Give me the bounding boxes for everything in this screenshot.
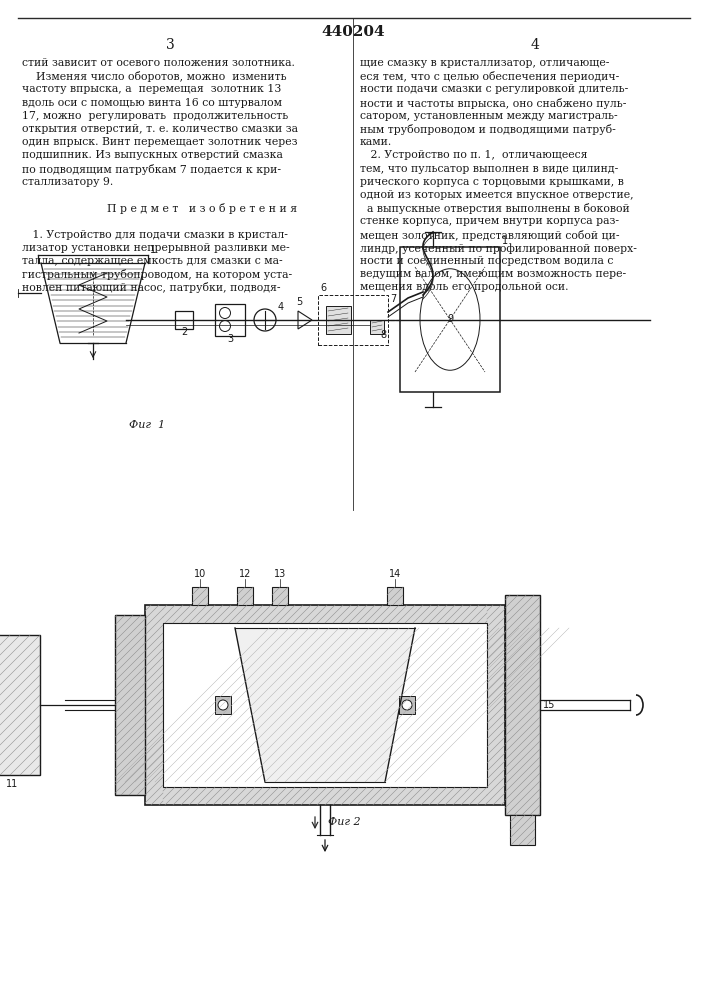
Text: П р е д м е т   и з о б р е т е н и я: П р е д м е т и з о б р е т е н и я	[72, 203, 298, 214]
Text: ности и частоты впрыска, оно снабжено пуль-: ности и частоты впрыска, оно снабжено пу…	[360, 98, 626, 109]
Text: открытия отверстий, т. е. количество смазки за: открытия отверстий, т. е. количество сма…	[22, 124, 298, 134]
Text: Изменяя число оборотов, можно  изменить: Изменяя число оборотов, можно изменить	[22, 71, 286, 82]
Text: а выпускные отверстия выполнены в боковой: а выпускные отверстия выполнены в боково…	[360, 203, 630, 214]
Bar	[215, 304, 245, 336]
Text: 8: 8	[380, 330, 386, 340]
Text: 15: 15	[543, 700, 556, 710]
Text: 7: 7	[390, 294, 396, 304]
Text: линдр, усеченный по профилированной поверх-: линдр, усеченный по профилированной пове…	[360, 243, 637, 254]
Text: мещен золотник, представляющий собой ци-: мещен золотник, представляющий собой ци-	[360, 230, 619, 241]
Text: 2: 2	[181, 327, 187, 337]
Text: 4: 4	[278, 302, 284, 312]
Bar	[399, 696, 415, 714]
Text: сатором, установленным между магистраль-: сатором, установленным между магистраль-	[360, 111, 618, 121]
Bar	[0, 635, 40, 775]
Text: 6: 6	[320, 283, 326, 293]
Text: 2. Устройство по п. 1,  отличающееся: 2. Устройство по п. 1, отличающееся	[360, 150, 588, 160]
Text: 17, можно  регулировать  продолжительность: 17, можно регулировать продолжительность	[22, 111, 288, 121]
Text: 1. Устройство для подачи смазки в кристал-: 1. Устройство для подачи смазки в криста…	[22, 230, 288, 240]
Bar	[370, 320, 384, 334]
Text: сталлизатору 9.: сталлизатору 9.	[22, 177, 113, 187]
Text: 14: 14	[389, 569, 401, 579]
Text: 440204: 440204	[321, 25, 385, 39]
Bar	[192, 587, 208, 605]
Bar	[237, 587, 253, 605]
Bar	[145, 605, 505, 805]
Bar	[326, 306, 351, 334]
Text: гистральным трубопроводом, на котором уста-: гистральным трубопроводом, на котором ус…	[22, 269, 292, 280]
Circle shape	[254, 309, 276, 331]
Text: Фиг  1: Фиг 1	[129, 420, 165, 430]
Bar	[175, 311, 193, 329]
Text: ным трубопроводом и подводящими патруб-: ным трубопроводом и подводящими патруб-	[360, 124, 616, 135]
Text: 13: 13	[274, 569, 286, 579]
Bar	[510, 815, 535, 845]
Text: тем, что пульсатор выполнен в виде цилинд-: тем, что пульсатор выполнен в виде цилин…	[360, 164, 618, 174]
Bar	[505, 595, 540, 815]
Text: ности и соединенный посредством водила с: ности и соединенный посредством водила с	[360, 256, 614, 266]
Text: щие смазку в кристаллизатор, отличающе-: щие смазку в кристаллизатор, отличающе-	[360, 58, 609, 68]
Bar	[272, 587, 288, 605]
Text: частоту впрыска, а  перемещая  золотник 13: частоту впрыска, а перемещая золотник 13	[22, 84, 281, 94]
Circle shape	[218, 700, 228, 710]
Text: 4: 4	[530, 38, 539, 52]
Bar	[400, 247, 500, 392]
Text: Фиг 2: Фиг 2	[328, 817, 361, 827]
Circle shape	[402, 700, 412, 710]
Text: ности подачи смазки с регулировкой длитель-: ности подачи смазки с регулировкой длите…	[360, 84, 629, 94]
Text: новлен питающий насос, патрубки, подводя-: новлен питающий насос, патрубки, подводя…	[22, 282, 281, 293]
Text: 3: 3	[165, 38, 175, 52]
Text: мещения вдоль его продольной оси.: мещения вдоль его продольной оси.	[360, 282, 568, 292]
Bar	[115, 615, 145, 795]
Bar	[163, 623, 487, 787]
Text: 1: 1	[150, 245, 156, 255]
Text: ведущим валом, имеющим возможность пере-: ведущим валом, имеющим возможность пере-	[360, 269, 626, 279]
Text: 3: 3	[227, 334, 233, 344]
Text: по подводящим патрубкам 7 подается к кри-: по подводящим патрубкам 7 подается к кри…	[22, 164, 281, 175]
Polygon shape	[298, 311, 312, 329]
Text: талла, содержащее емкость для смазки с ма-: талла, содержащее емкость для смазки с м…	[22, 256, 283, 266]
Text: один впрыск. Винт перемещает золотник через: один впрыск. Винт перемещает золотник че…	[22, 137, 298, 147]
Text: 9: 9	[447, 314, 453, 324]
Text: рического корпуса с торцовыми крышками, в: рического корпуса с торцовыми крышками, …	[360, 177, 624, 187]
Text: 5: 5	[296, 297, 303, 307]
Text: вдоль оси с помощью винта 16 со штурвалом: вдоль оси с помощью винта 16 со штурвало…	[22, 98, 282, 108]
Bar	[318, 295, 388, 345]
Polygon shape	[235, 628, 415, 782]
Bar	[387, 587, 403, 605]
Text: 1: 1	[502, 236, 508, 246]
Text: лизатор установки непрерывной разливки ме-: лизатор установки непрерывной разливки м…	[22, 243, 290, 253]
Text: еся тем, что с целью обеспечения периодич-: еся тем, что с целью обеспечения периоди…	[360, 71, 619, 82]
Text: стенке корпуса, причем внутри корпуса раз-: стенке корпуса, причем внутри корпуса ра…	[360, 216, 619, 226]
Text: одной из которых имеется впускное отверстие,: одной из которых имеется впускное отверс…	[360, 190, 633, 200]
Text: ками.: ками.	[360, 137, 392, 147]
Text: 10: 10	[194, 569, 206, 579]
Text: стий зависит от осевого положения золотника.: стий зависит от осевого положения золотн…	[22, 58, 295, 68]
Text: 11: 11	[6, 779, 18, 789]
Bar	[215, 696, 231, 714]
Text: 12: 12	[239, 569, 251, 579]
Text: подшипник. Из выпускных отверстий смазка: подшипник. Из выпускных отверстий смазка	[22, 150, 283, 160]
